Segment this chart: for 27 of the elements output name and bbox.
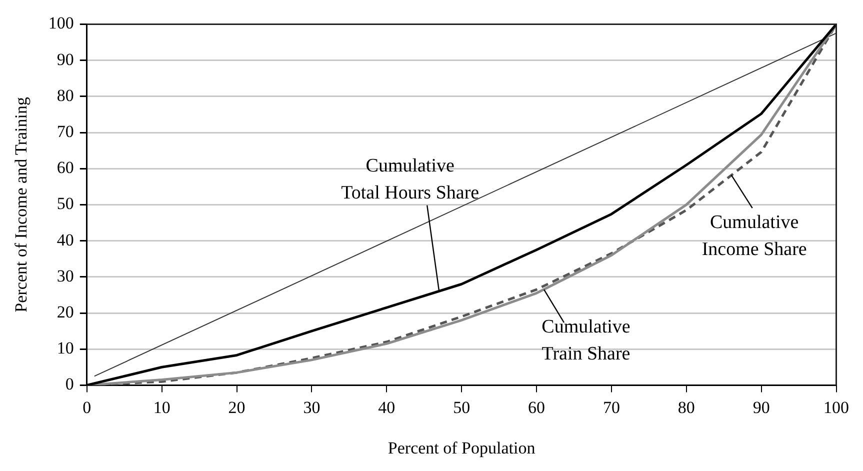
- x-axis-title: Percent of Population: [388, 438, 536, 458]
- x-tick-label: 0: [82, 398, 92, 417]
- y-tick-label: 70: [56, 122, 74, 141]
- y-tick-label: 60: [56, 158, 74, 178]
- x-tick-label: 70: [602, 398, 620, 417]
- annotation: Cumulative Income Share: [702, 212, 807, 260]
- y-tick-label: 90: [56, 50, 74, 69]
- y-tick-label: 100: [48, 14, 74, 33]
- x-tick-label: 10: [153, 398, 170, 417]
- x-tick-label: 90: [752, 398, 770, 417]
- y-tick-label: 30: [56, 266, 74, 286]
- y-tick-label: 80: [56, 86, 74, 105]
- y-tick-label: 40: [56, 230, 74, 250]
- annotation: Cumulative Train Share: [542, 316, 630, 365]
- x-tick-label: 50: [453, 398, 470, 417]
- x-tick-label: 80: [678, 398, 695, 417]
- x-tick-label: 30: [303, 398, 320, 417]
- annotation: Cumulative Total Hours Share: [341, 155, 480, 204]
- x-tick-label: 40: [378, 398, 396, 417]
- x-tick-label: 60: [528, 398, 546, 417]
- y-tick-label: 10: [56, 338, 74, 358]
- y-tick-label: 50: [56, 194, 74, 214]
- x-tick-label: 100: [824, 398, 849, 417]
- y-axis-title: Percent of Income and Training: [12, 96, 31, 312]
- x-tick-label: 20: [228, 398, 246, 417]
- y-tick-label: 20: [56, 302, 74, 322]
- y-tick-label: 0: [65, 374, 74, 394]
